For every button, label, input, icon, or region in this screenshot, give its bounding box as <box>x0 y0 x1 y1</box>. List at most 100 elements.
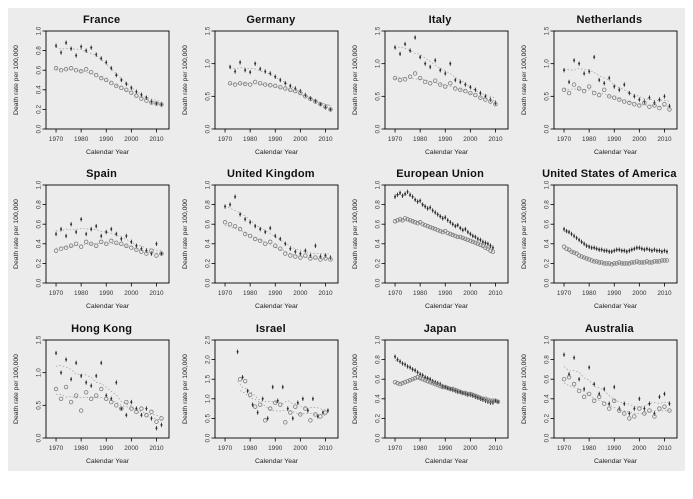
svg-text:1970: 1970 <box>218 445 233 452</box>
svg-text:1970: 1970 <box>388 136 403 143</box>
svg-text:2010: 2010 <box>149 136 164 143</box>
y-axis-label: Death rate per 100,000 <box>182 353 189 423</box>
panel-title: Israel <box>255 322 286 335</box>
svg-text:1970: 1970 <box>557 445 572 452</box>
y-axis: 0.0 0.2 0.4 0.6 0.8 1.0 <box>374 336 385 442</box>
svg-text:0.6: 0.6 <box>544 374 551 383</box>
svg-text:0.0: 0.0 <box>374 433 381 442</box>
y-axis-label: Death rate per 100,000 <box>352 45 359 115</box>
plot-svg: 0.0 0.2 0.4 0.6 0.8 1.0 1970 1980 1990 2000 2010 De… <box>352 181 509 310</box>
series2-points-open-circle <box>392 71 498 107</box>
series2-points-open-circle <box>392 216 495 255</box>
series2-points-open-circle <box>223 220 334 263</box>
x-axis-label: Calendar Year <box>255 458 299 465</box>
x-axis: 1970 1980 1990 2000 2010 <box>218 129 333 143</box>
plot-box <box>45 339 170 439</box>
x-axis: 1970 1980 1990 2000 2010 <box>557 283 672 297</box>
x-axis-label: Calendar Year <box>425 303 469 310</box>
y-axis-label: Death rate per 100,000 <box>13 199 20 269</box>
panel-title: United States of America <box>542 168 677 181</box>
y-axis-label: Death rate per 100,000 <box>182 199 189 269</box>
trend-line-series1 <box>563 67 670 102</box>
series2-points-open-circle <box>238 376 329 425</box>
chart-panel-france: France 0.0 0.2 0.4 0.6 0.8 1.0 1970 1980 1990 200… <box>8 8 177 162</box>
series1-points-dot-errorbar <box>562 227 668 255</box>
svg-text:1990: 1990 <box>99 290 114 297</box>
svg-text:0.4: 0.4 <box>374 239 381 248</box>
svg-text:0.8: 0.8 <box>36 200 43 209</box>
series2-points-open-circle <box>228 79 334 112</box>
svg-text:1990: 1990 <box>607 445 622 452</box>
svg-text:1970: 1970 <box>388 290 403 297</box>
svg-text:0.8: 0.8 <box>205 200 212 209</box>
svg-text:0.5: 0.5 <box>544 91 551 100</box>
svg-text:1980: 1980 <box>243 136 258 143</box>
svg-text:1.0: 1.0 <box>544 336 551 344</box>
plot-box <box>45 30 170 130</box>
svg-text:2.5: 2.5 <box>205 336 212 344</box>
chart-panel-netherlands: Netherlands 0.0 0.5 1.0 1.5 1970 1980 1990 2000… <box>516 8 685 162</box>
svg-text:2000: 2000 <box>124 136 139 143</box>
chart-panel-germany: Germany 0.0 0.5 1.0 1.5 1970 1980 1990 2000 2010… <box>177 8 346 162</box>
svg-text:1.0: 1.0 <box>36 367 43 376</box>
plot-svg: 0.0 0.2 0.4 0.6 0.8 1.0 1970 1980 1990 2000 2010 De… <box>182 181 339 310</box>
series1-points-dot-errorbar <box>55 350 163 431</box>
chart-panel-united-states-of-america: United States of America 0.0 0.2 0.4 0.6 0.8… <box>516 162 685 316</box>
x-axis: 1970 1980 1990 2000 2010 <box>557 437 672 452</box>
panel-title: Japan <box>423 322 457 335</box>
svg-text:1990: 1990 <box>438 445 453 452</box>
svg-text:1.0: 1.0 <box>544 181 551 189</box>
svg-text:2000: 2000 <box>632 290 647 297</box>
svg-text:0.4: 0.4 <box>36 239 43 248</box>
chart-panel-spain: Spain 0.0 0.2 0.4 0.6 0.8 1.0 1970 1980 1990 2000… <box>8 162 177 316</box>
y-axis: 0.0 0.2 0.4 0.6 0.8 1.0 <box>544 181 554 288</box>
svg-text:0.8: 0.8 <box>374 354 381 363</box>
plot-box <box>214 30 339 130</box>
x-axis: 1970 1980 1990 2000 2010 <box>388 283 503 297</box>
trend-line-series2 <box>225 225 331 260</box>
svg-text:1980: 1980 <box>74 136 89 143</box>
x-axis-label: Calendar Year <box>425 149 469 156</box>
svg-text:1990: 1990 <box>607 290 622 297</box>
svg-text:0.8: 0.8 <box>36 46 43 55</box>
trend-line-series1 <box>563 231 667 252</box>
trend-line-series2 <box>56 393 162 417</box>
plot-svg: 0.0 0.2 0.4 0.6 0.8 1.0 1970 1980 1990 2000 2010 De… <box>521 336 678 465</box>
svg-text:0.0: 0.0 <box>374 278 381 287</box>
trend-line-series1 <box>225 205 331 255</box>
x-axis-label: Calendar Year <box>255 149 299 156</box>
series1-points-dot-errorbar <box>562 352 671 416</box>
svg-text:1970: 1970 <box>218 290 233 297</box>
plot-box <box>553 30 678 130</box>
trend-line-series2 <box>56 242 162 255</box>
plot-svg: 0.0 0.5 1.0 1.5 1970 1980 1990 2000 2010 Death ra… <box>182 27 339 156</box>
series2-points-open-circle <box>392 374 500 404</box>
chart-panel-israel: Israel 0.0 0.5 1.0 1.5 2.0 2.5 1970 1980 1990 200… <box>177 317 346 471</box>
svg-text:2000: 2000 <box>632 445 647 452</box>
trend-line-series2 <box>563 88 670 108</box>
svg-text:0.0: 0.0 <box>36 433 43 442</box>
svg-text:0.0: 0.0 <box>36 278 43 287</box>
plot-svg: 0.0 0.5 1.0 1.5 2.0 2.5 1970 1980 1990 2000 2010 De… <box>182 336 339 465</box>
series1-points-dot-errorbar <box>236 349 330 421</box>
trend-line-series2 <box>563 382 670 414</box>
series2-points-open-circle <box>561 244 670 267</box>
svg-text:1990: 1990 <box>269 290 284 297</box>
panel-title: Spain <box>86 168 118 181</box>
svg-text:1970: 1970 <box>557 136 572 143</box>
x-axis: 1970 1980 1990 2000 2010 <box>557 129 672 143</box>
svg-text:1980: 1980 <box>413 136 428 143</box>
chart-panel-european-union: European Union 0.0 0.2 0.4 0.6 0.8 1.0 1970 198… <box>347 162 516 316</box>
x-axis-label: Calendar Year <box>594 303 638 310</box>
svg-text:1980: 1980 <box>243 445 258 452</box>
chart-panel-hong-kong: Hong Kong 0.0 0.5 1.0 1.5 1970 1980 1990 2000 20… <box>8 317 177 471</box>
y-axis: 0.0 0.2 0.4 0.6 0.8 1.0 <box>544 336 554 442</box>
x-axis-label: Calendar Year <box>594 458 638 465</box>
svg-text:0.4: 0.4 <box>205 239 212 248</box>
svg-text:2.0: 2.0 <box>205 354 212 363</box>
svg-text:1980: 1980 <box>74 445 89 452</box>
svg-text:2000: 2000 <box>632 136 647 143</box>
svg-text:0.6: 0.6 <box>36 220 43 229</box>
svg-text:1.0: 1.0 <box>205 181 212 189</box>
